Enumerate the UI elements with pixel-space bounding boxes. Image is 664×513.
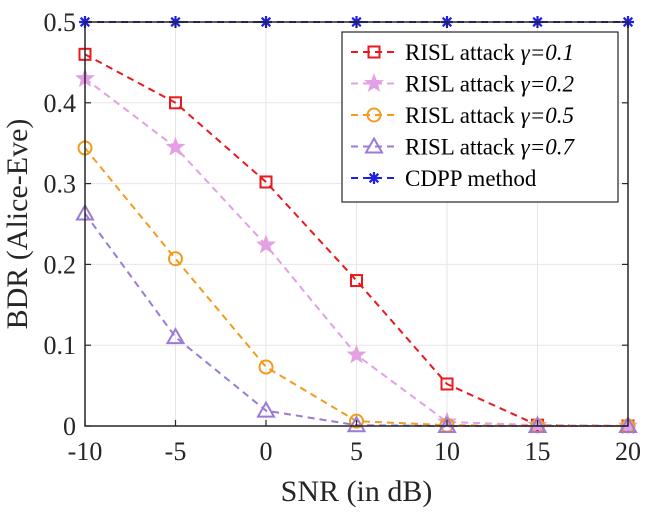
x-axis-title: SNR (in dB) <box>281 475 433 508</box>
x-tick-label: -5 <box>165 437 187 466</box>
y-tick-label: 0.5 <box>44 8 77 37</box>
legend-marker <box>366 107 382 123</box>
legend-label: CDPP method <box>405 166 537 191</box>
data-point <box>346 415 367 433</box>
data-point <box>440 377 454 391</box>
legend-label: RISL attack γ=0.5 <box>405 103 574 128</box>
legend-label: RISL attack γ=0.7 <box>405 135 575 160</box>
data-point <box>259 175 273 189</box>
x-tick-labels: -10 -5 0 5 10 15 20 <box>68 437 641 466</box>
y-tick-label: 0.2 <box>44 250 77 279</box>
legend-entry: RISL attack γ=0.1 <box>351 40 574 65</box>
data-point <box>618 415 638 433</box>
data-point <box>437 415 457 433</box>
data-point <box>527 415 548 433</box>
data-point <box>165 327 186 345</box>
y-tick-label: 0.4 <box>44 89 77 118</box>
data-point <box>168 251 183 267</box>
legend-marker <box>364 136 384 154</box>
legend-entry: RISL attack γ=0.2 <box>351 72 574 97</box>
data-point <box>346 344 367 364</box>
data-point <box>256 400 276 418</box>
y-tick-labels: 0 0.1 0.2 0.3 0.4 0.5 <box>44 8 77 441</box>
legend-box <box>341 31 619 203</box>
x-tick-label: -10 <box>68 437 103 466</box>
legend: RISL attack γ=0.1 RISL attack γ=0.2 RISL att… <box>341 31 619 203</box>
data-point <box>165 136 186 156</box>
y-tick-label: 0.1 <box>44 331 77 360</box>
data-point <box>256 234 276 254</box>
legend-marker <box>364 73 384 92</box>
legend-entry: RISL attack γ=0.5 <box>351 103 574 128</box>
y-axis-title: BDR (Alice-Eve) <box>1 119 34 330</box>
data-point <box>258 359 274 375</box>
legend-label: RISL attack γ=0.2 <box>405 72 574 97</box>
legend-label: RISL attack γ=0.1 <box>405 40 574 65</box>
y-tick-label: 0.3 <box>44 170 77 199</box>
x-tick-label: 10 <box>434 437 460 466</box>
legend-marker <box>368 172 380 184</box>
legend-entry: CDPP method <box>351 166 537 191</box>
axis-ticks <box>84 21 629 427</box>
legend-entry: RISL attack γ=0.7 <box>351 135 575 160</box>
data-point <box>349 413 364 429</box>
x-tick-label: 20 <box>615 437 641 466</box>
x-tick-label: 0 <box>260 437 273 466</box>
data-point <box>169 96 182 110</box>
legend-marker <box>367 45 381 59</box>
x-tick-label: 15 <box>525 437 551 466</box>
x-tick-label: 5 <box>350 437 363 466</box>
y-tick-label: 0 <box>63 412 76 441</box>
data-point <box>350 274 363 288</box>
